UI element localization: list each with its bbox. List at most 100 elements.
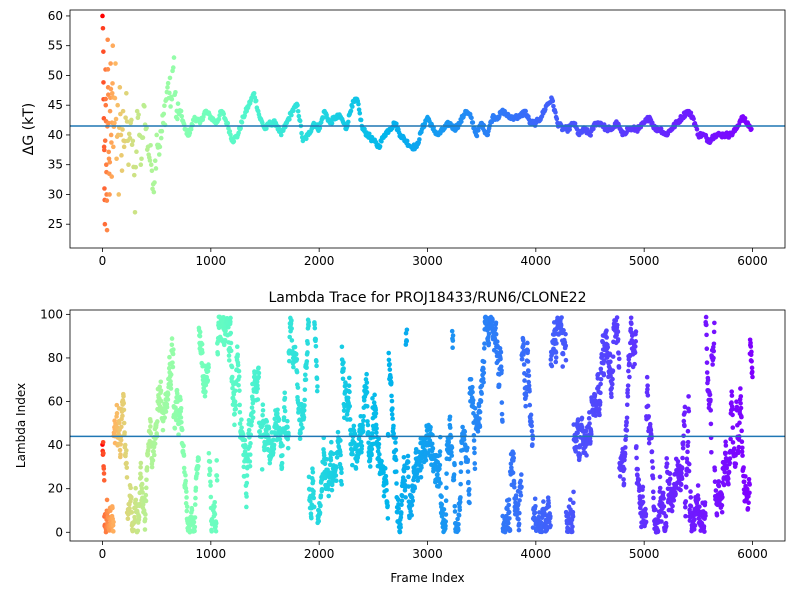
lambda-point	[466, 479, 471, 485]
lambda-point	[369, 431, 375, 436]
lambda-point	[570, 524, 575, 529]
lambda-point	[304, 359, 310, 364]
delta-g-point	[591, 126, 596, 132]
lambda-point	[472, 450, 477, 456]
lambda-point	[307, 498, 313, 504]
lambda-point	[235, 362, 241, 368]
lambda-point	[479, 391, 484, 396]
delta-g-point	[169, 96, 175, 102]
lambda-point	[260, 408, 266, 413]
lambda-point	[169, 342, 175, 348]
lambda-point	[207, 468, 213, 473]
lambda-point	[158, 398, 164, 404]
lambda-point	[455, 527, 461, 533]
lambda-point	[244, 504, 249, 510]
lambda-point	[548, 523, 553, 528]
delta-g-point	[289, 112, 294, 118]
lambda-point	[376, 445, 381, 450]
lambda-point	[438, 481, 443, 486]
lambda-point	[246, 427, 252, 433]
x-tick-label: 6000	[737, 254, 768, 268]
lambda-point	[532, 496, 538, 502]
lambda-point	[686, 468, 692, 474]
lambda-point	[352, 440, 357, 446]
lambda-point	[663, 513, 669, 519]
delta-g-point	[101, 80, 106, 85]
lambda-point	[683, 504, 688, 510]
lambda-point	[516, 516, 521, 522]
lambda-point	[236, 368, 242, 374]
lambda-point	[353, 466, 359, 471]
lambda-point	[517, 498, 522, 503]
delta-g-x-ticks: 0 1000 2000 3000 4000 5000 6000	[99, 248, 768, 268]
lambda-point	[151, 452, 157, 458]
lambda-point	[195, 464, 201, 469]
lambda-point	[128, 485, 133, 491]
lambda-point	[260, 412, 265, 418]
lambda-point	[341, 366, 346, 371]
lambda-point	[370, 396, 375, 401]
lambda-point	[138, 460, 144, 466]
lambda-point	[247, 459, 253, 464]
lambda-point	[208, 479, 213, 485]
lambda-point	[743, 474, 748, 479]
lambda-point	[404, 327, 410, 333]
x-tick-label: 5000	[629, 547, 660, 561]
delta-g-point	[120, 108, 126, 114]
lambda-point	[444, 485, 449, 491]
lambda-point	[571, 500, 576, 506]
lambda-point	[279, 460, 285, 466]
lambda-point	[633, 339, 639, 344]
lambda-point	[657, 485, 663, 491]
delta-g-point	[106, 156, 112, 162]
lambda-point	[181, 443, 186, 449]
x-tick-label: 1000	[196, 547, 227, 561]
x-tick-label: 3000	[412, 254, 443, 268]
lambda-point	[470, 397, 476, 403]
lambda-point	[376, 436, 382, 442]
lambda-point	[313, 343, 319, 349]
delta-g-point	[136, 112, 141, 117]
lambda-point	[475, 429, 481, 434]
delta-g-point	[459, 119, 464, 124]
lambda-point	[437, 449, 443, 454]
lambda-point	[716, 479, 721, 484]
delta-g-point	[140, 135, 146, 140]
delta-g-point	[151, 189, 157, 195]
lambda-point	[162, 415, 167, 420]
lambda-point	[461, 437, 467, 442]
lambda-point	[237, 409, 243, 415]
lambda-point	[118, 437, 124, 443]
lambda-point	[506, 520, 511, 526]
lambda-point	[314, 359, 319, 364]
lambda-point	[696, 496, 701, 502]
lambda-point	[389, 393, 394, 399]
lambda-point	[563, 357, 569, 363]
delta-g-point	[417, 137, 422, 142]
delta-g-panel: 0 1000 2000 3000 4000 5000 6000 25 30 35 40 45 50 55…	[21, 9, 786, 268]
delta-g-point	[105, 67, 111, 72]
lambda-point	[385, 503, 390, 508]
lambda-point	[740, 453, 745, 458]
lambda-point	[616, 365, 622, 370]
lambda-point	[305, 341, 310, 346]
lambda-point	[476, 403, 482, 409]
lambda-point	[389, 398, 395, 404]
delta-g-point	[105, 37, 110, 43]
delta-g-point	[101, 49, 106, 54]
lambda-point	[553, 350, 559, 355]
lambda-point	[285, 445, 291, 451]
lambda-point	[389, 380, 394, 386]
lambda-point	[692, 517, 697, 522]
delta-g-point	[104, 227, 110, 233]
delta-g-point	[119, 153, 124, 158]
lambda-point	[499, 411, 505, 417]
lambda-point	[650, 475, 656, 481]
lambda-point	[738, 405, 744, 411]
delta-g-point	[112, 95, 118, 101]
lambda-point	[702, 529, 707, 534]
lambda-point	[361, 418, 366, 423]
lambda-point	[443, 519, 449, 524]
y-tick-label: 40	[48, 128, 63, 142]
